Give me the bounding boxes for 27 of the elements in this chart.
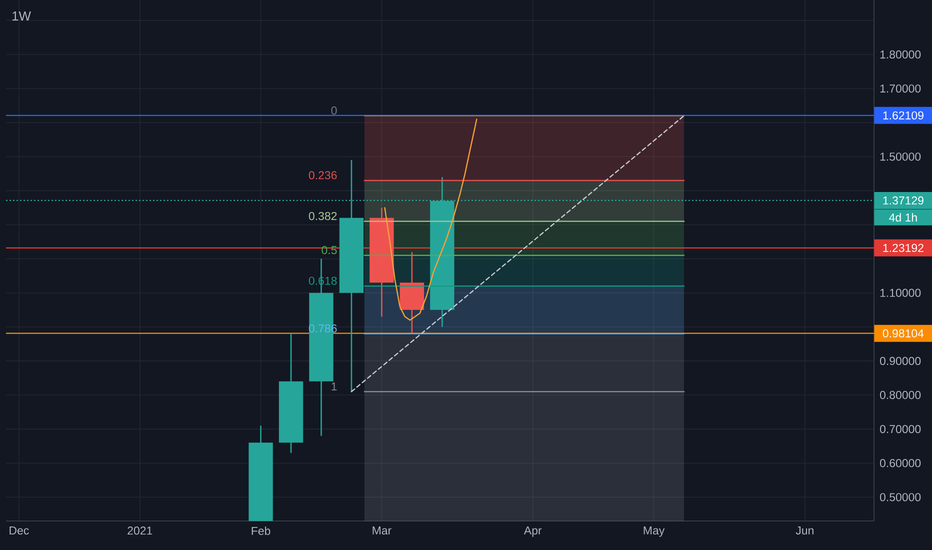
text: 1	[332, 382, 337, 390]
y-tick-label: 1.10000	[880, 288, 921, 297]
text: 4d 1h	[889, 213, 917, 222]
x-tick-label: 2021	[128, 526, 152, 535]
x-tick-label: Jun	[796, 526, 814, 535]
y-tick-label: 0.50000	[880, 493, 921, 502]
line-series	[384, 118, 478, 321]
ref-line-label: 1.23192	[883, 244, 924, 252]
x-tick-label: Apr	[524, 526, 542, 537]
ref-line-label: 1.62109	[883, 111, 924, 120]
y-tick-label: 0.90000	[880, 356, 921, 366]
text: 1W	[12, 12, 31, 20]
y-tick-label: 1.50000	[880, 152, 921, 161]
ref-line-label: 0.98104	[882, 329, 924, 338]
y-tick-label: 1.70000	[880, 84, 921, 93]
y-tick-label: 1.80000	[880, 50, 921, 59]
text: 0.236	[308, 171, 337, 180]
y-tick-label: 0.70000	[880, 424, 921, 434]
x-tick-label: May	[644, 526, 665, 537]
x-tick-label: Dec	[10, 526, 29, 535]
y-tick-label: 0.80000	[880, 390, 921, 400]
x-tick-label: Mar	[372, 526, 392, 535]
x-tick-label: Feb	[252, 526, 270, 535]
text: 0.382	[308, 212, 337, 220]
text: 0	[331, 106, 337, 115]
y-tick-label: 0.60000	[880, 459, 921, 468]
ref-line-label: 1.37129	[883, 196, 924, 205]
